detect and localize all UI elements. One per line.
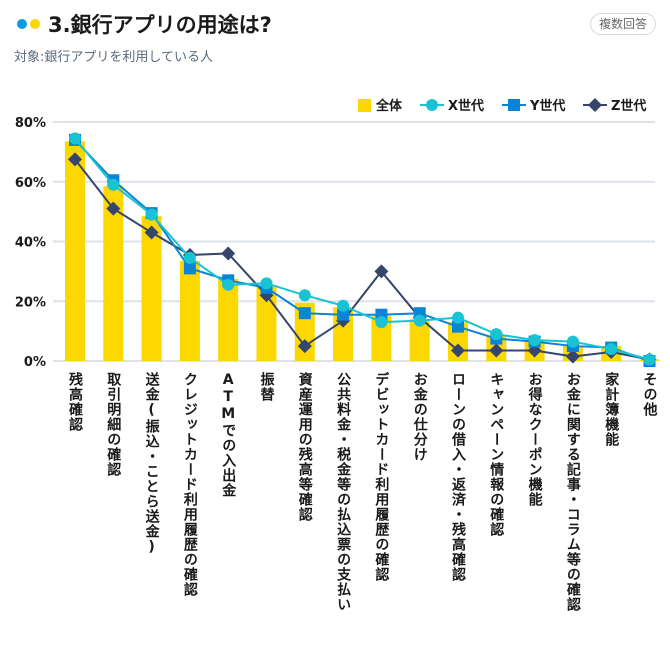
bar-overall (141, 216, 162, 361)
point-z-gen (221, 246, 236, 261)
x-category-label: お得なクーポン機能 (526, 372, 543, 507)
point-z-gen (565, 349, 580, 364)
bars-series (65, 141, 660, 361)
x-category-label: 公共料金・税金等の払込票の支払い (335, 372, 352, 612)
bar-overall (103, 186, 124, 361)
x-category-label: ローンの借入・返済・残高確認 (450, 372, 466, 582)
x-category-label: 振替 (258, 372, 275, 402)
x-category-label: ATMでの入出金 (220, 372, 237, 498)
point-z-gen (374, 264, 389, 279)
bar-overall (65, 141, 85, 361)
bar-overall (256, 286, 277, 361)
point-x-gen (337, 299, 350, 312)
y-axis-ticks: 0% 20% 40% 60% 80% (15, 116, 46, 370)
point-z-gen (144, 225, 159, 240)
legend-label: Y世代 (529, 98, 565, 114)
point-x-gen (298, 289, 311, 302)
legend-label: 全体 (375, 98, 403, 114)
legend-square-marker (508, 99, 520, 111)
point-y-gen (298, 307, 311, 320)
point-x-gen (413, 314, 426, 327)
point-z-gen (68, 152, 82, 167)
lines-series (68, 132, 657, 367)
point-x-gen (528, 334, 541, 347)
x-category-label: 資産運用の残高等確認 (296, 372, 313, 522)
x-category-label: お金に関する記事・コラム等の確認 (564, 372, 581, 612)
bar-overall (179, 260, 200, 361)
point-x-gen (69, 132, 81, 145)
bar-overall (371, 316, 392, 361)
point-x-gen (183, 251, 196, 264)
point-x-gen (222, 278, 235, 291)
point-x-gen (375, 316, 388, 329)
legend-label: Z世代 (611, 98, 646, 114)
x-category-label: デビットカード利用履歴の確認 (373, 372, 390, 582)
bar-overall (218, 278, 239, 361)
x-category-label: 家計簿機能 (603, 372, 620, 447)
point-x-gen (145, 208, 158, 221)
point-x-gen (643, 353, 656, 366)
x-category-label: キャンペーン情報の確認 (488, 372, 505, 537)
point-x-gen (452, 311, 464, 324)
point-x-gen (260, 277, 273, 290)
x-category-label: その他 (641, 372, 658, 417)
y-tick-label: 0% (24, 355, 46, 370)
point-x-gen (490, 328, 503, 341)
y-tick-label: 60% (15, 176, 46, 191)
x-category-label: 送金(振込・ことら送金) (143, 372, 160, 556)
point-y-gen (452, 320, 464, 333)
legend-item: Z世代 (583, 98, 646, 114)
legend-bar-swatch (358, 99, 371, 112)
point-z-gen (489, 343, 504, 358)
point-x-gen (107, 178, 120, 191)
legend-item: 全体 (358, 98, 403, 114)
x-category-label: 取引明細の確認 (105, 372, 122, 477)
legend-item: Y世代 (502, 98, 565, 114)
y-tick-label: 20% (15, 295, 46, 310)
series-X世代 (69, 132, 656, 366)
y-tick-label: 80% (15, 116, 46, 131)
point-x-gen (605, 343, 618, 356)
point-x-gen (566, 335, 579, 348)
legend: 全体 X世代 Y世代 Z世代 (358, 98, 646, 114)
bar-overall (409, 319, 430, 361)
x-category-label: 残高確認 (67, 372, 83, 432)
point-y-gen (183, 262, 196, 275)
legend-circle-marker (426, 99, 438, 111)
legend-label: X世代 (448, 98, 484, 114)
chart-header: 3.銀行アプリの用途は? 複数回答 (14, 10, 656, 40)
legend-diamond-marker (588, 98, 602, 112)
y-tick-label: 40% (15, 236, 46, 251)
yellow-dot-icon (30, 19, 40, 29)
point-z-gen (106, 201, 121, 216)
x-category-label: お金の仕分け (411, 372, 428, 462)
point-z-gen (297, 339, 312, 354)
x-category-label: クレジットカード利用履歴の確認 (181, 372, 198, 597)
blue-dot-icon (17, 19, 27, 29)
chart-title: 3.銀行アプリの用途は? (48, 13, 272, 37)
series-line (74, 137, 650, 361)
legend-item: X世代 (420, 98, 484, 114)
series-line (74, 158, 650, 361)
chart-subtitle: 対象:銀行アプリを利用している人 (14, 50, 213, 65)
multiple-answer-badge: 複数回答 (589, 13, 656, 35)
point-y-gen (337, 308, 350, 321)
point-z-gen (451, 343, 465, 358)
